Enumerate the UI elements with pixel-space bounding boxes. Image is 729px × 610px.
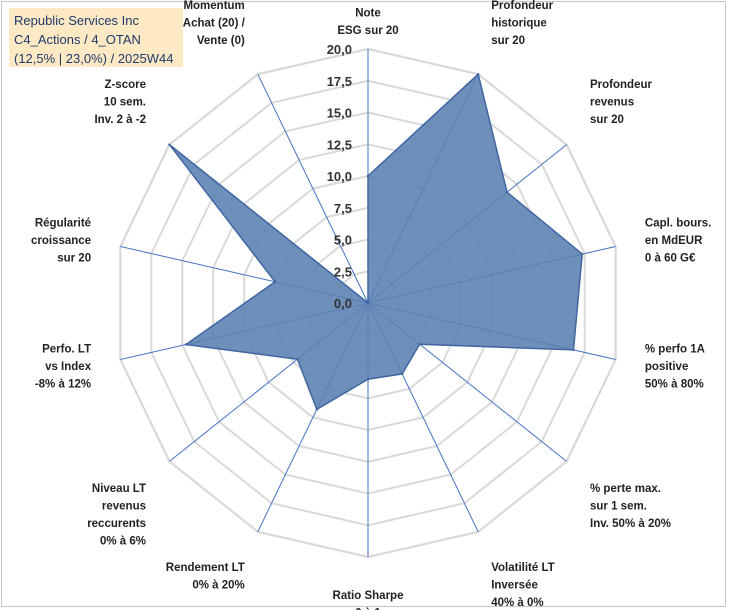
axis-label-line: sur 1 sem. [590, 501, 647, 513]
axis-label-line: revenus [102, 501, 146, 513]
data-point [366, 378, 370, 381]
axis-label-line: 0 à 1 [355, 608, 381, 610]
axis-label-line: 10 sem. [104, 96, 146, 108]
axis-label-line: Momentum [183, 0, 244, 12]
axis-label: Niveau LT revenus reccurents 0% à 6% [87, 483, 146, 547]
data-point [168, 143, 171, 146]
axis-label-line: Capl. bours. [645, 217, 711, 229]
axis-label-line: croissance [31, 235, 91, 247]
data-point [366, 174, 370, 178]
tick-label: 17,5 [327, 74, 352, 89]
axis-label-line: Inversée [491, 579, 538, 591]
axis-label: Momentum Achat (20) / Vente (0) [183, 0, 246, 47]
axis-label-line: 40% à 0% [491, 597, 543, 609]
axis-label-line: vs Index [45, 361, 92, 373]
data-point [477, 73, 480, 76]
axis-label: Rendement LT 0% à 20% [166, 562, 245, 592]
tick-label: 12,5 [327, 137, 352, 152]
axis-label: Z-score 10 sem. Inv. 2 à -2 [94, 79, 146, 126]
axis-label-line: 50% à 80% [645, 379, 704, 391]
axis-label: Perfo. LT vs Index -8% à 12% [35, 344, 92, 391]
axis-label: Profondeur revenus sur 20 [590, 79, 652, 126]
axis-label: % perfo 1A positive 50% à 80% [645, 344, 705, 391]
axis-label-line: Z-score [104, 79, 146, 91]
data-point [366, 301, 370, 305]
data-point [505, 190, 509, 194]
data-point [572, 348, 575, 352]
axis-label-line: % perfo 1A [645, 344, 705, 356]
axis-label-line: -8% à 12% [35, 379, 91, 391]
tick-label: 5,0 [334, 233, 352, 248]
axis-label-line: positive [645, 361, 688, 373]
data-point [581, 252, 584, 256]
chart-title-line-1: Republic Services Inc [14, 13, 139, 28]
axis-label-line: Perfo. LT [42, 344, 91, 356]
radar-tick-labels: 0,0 2,5 5,0 7,5 10,0 12,5 15,0 17,5 20,0 [327, 42, 352, 311]
tick-label: 10,0 [327, 169, 352, 184]
axis-label: Profondeur historique sur 20 [491, 0, 553, 47]
axis-label-line: 0 à 60 G€ [645, 252, 696, 264]
chart-title-line-3: (12,5% | 23,0%) / 2025W44 [14, 51, 174, 66]
tick-label: 0,0 [334, 296, 352, 311]
axis-label-line: revenus [590, 96, 634, 108]
axis-label-line: 0% à 6% [100, 536, 146, 548]
axis-label-line: sur 20 [57, 252, 91, 264]
axis-label-line: Régularité [35, 217, 91, 229]
tick-label: 20,0 [327, 42, 352, 57]
axis-label-line: ESG sur 20 [337, 25, 398, 37]
axis-label-line: Volatilité LT [491, 562, 554, 574]
axis-label-line: % perte max. [590, 483, 661, 495]
axis-label-line: Achat (20) / [183, 18, 246, 30]
tick-label: 7,5 [334, 201, 352, 216]
data-point [184, 343, 188, 346]
chart-title-line-2: C4_Actions / 4_OTAN [14, 32, 141, 47]
axis-label-line: Profondeur [590, 79, 652, 91]
axis-label-line: Rendement LT [166, 562, 245, 574]
data-point [315, 408, 318, 411]
axis-label-line: Inv. 2 à -2 [94, 114, 146, 126]
axis-label: Régularité croissance sur 20 [31, 217, 91, 264]
axis-label-line: Note [355, 8, 381, 20]
axis-spoke [257, 73, 369, 304]
axis-label: Capl. bours. en MdEUR 0 à 60 G€ [645, 217, 711, 264]
radar-axis-labels: Note ESG sur 20 Profondeur historique sur 20… [31, 0, 711, 610]
axis-label-line: 0% à 20% [192, 579, 244, 591]
axis-label-line: Ratio Sharpe [333, 590, 404, 602]
axis-label: % perte max. sur 1 sem. Inv. 50% à 20% [590, 483, 671, 530]
axis-label-line: historique [491, 18, 547, 30]
tick-label: 15,0 [327, 106, 352, 121]
data-point [401, 372, 404, 376]
axis-label: Note ESG sur 20 [337, 8, 398, 38]
axis-label-line: sur 20 [491, 35, 525, 47]
axis-label-line: Niveau LT [92, 483, 146, 495]
chart-title-box: Republic Services Inc C4_Actions / 4_OTA… [9, 8, 183, 67]
axis-label-line: Vente (0) [197, 35, 245, 47]
data-point [273, 280, 277, 283]
radar-series [168, 72, 584, 411]
axis-label-line: Inv. 50% à 20% [590, 518, 671, 530]
axis-label-line: sur 20 [590, 114, 624, 126]
series-area [168, 72, 583, 411]
axis-label-line: reccurents [87, 518, 146, 530]
axis-label: Ratio Sharpe 0 à 1 [333, 590, 404, 610]
axis-label-line: Profondeur [491, 0, 553, 12]
tick-label: 2,5 [334, 264, 352, 279]
axis-label-line: en MdEUR [645, 235, 703, 247]
data-point [296, 358, 299, 361]
data-point [418, 343, 421, 346]
axis-label: Volatilité LT Inversée 40% à 0% [491, 562, 554, 609]
